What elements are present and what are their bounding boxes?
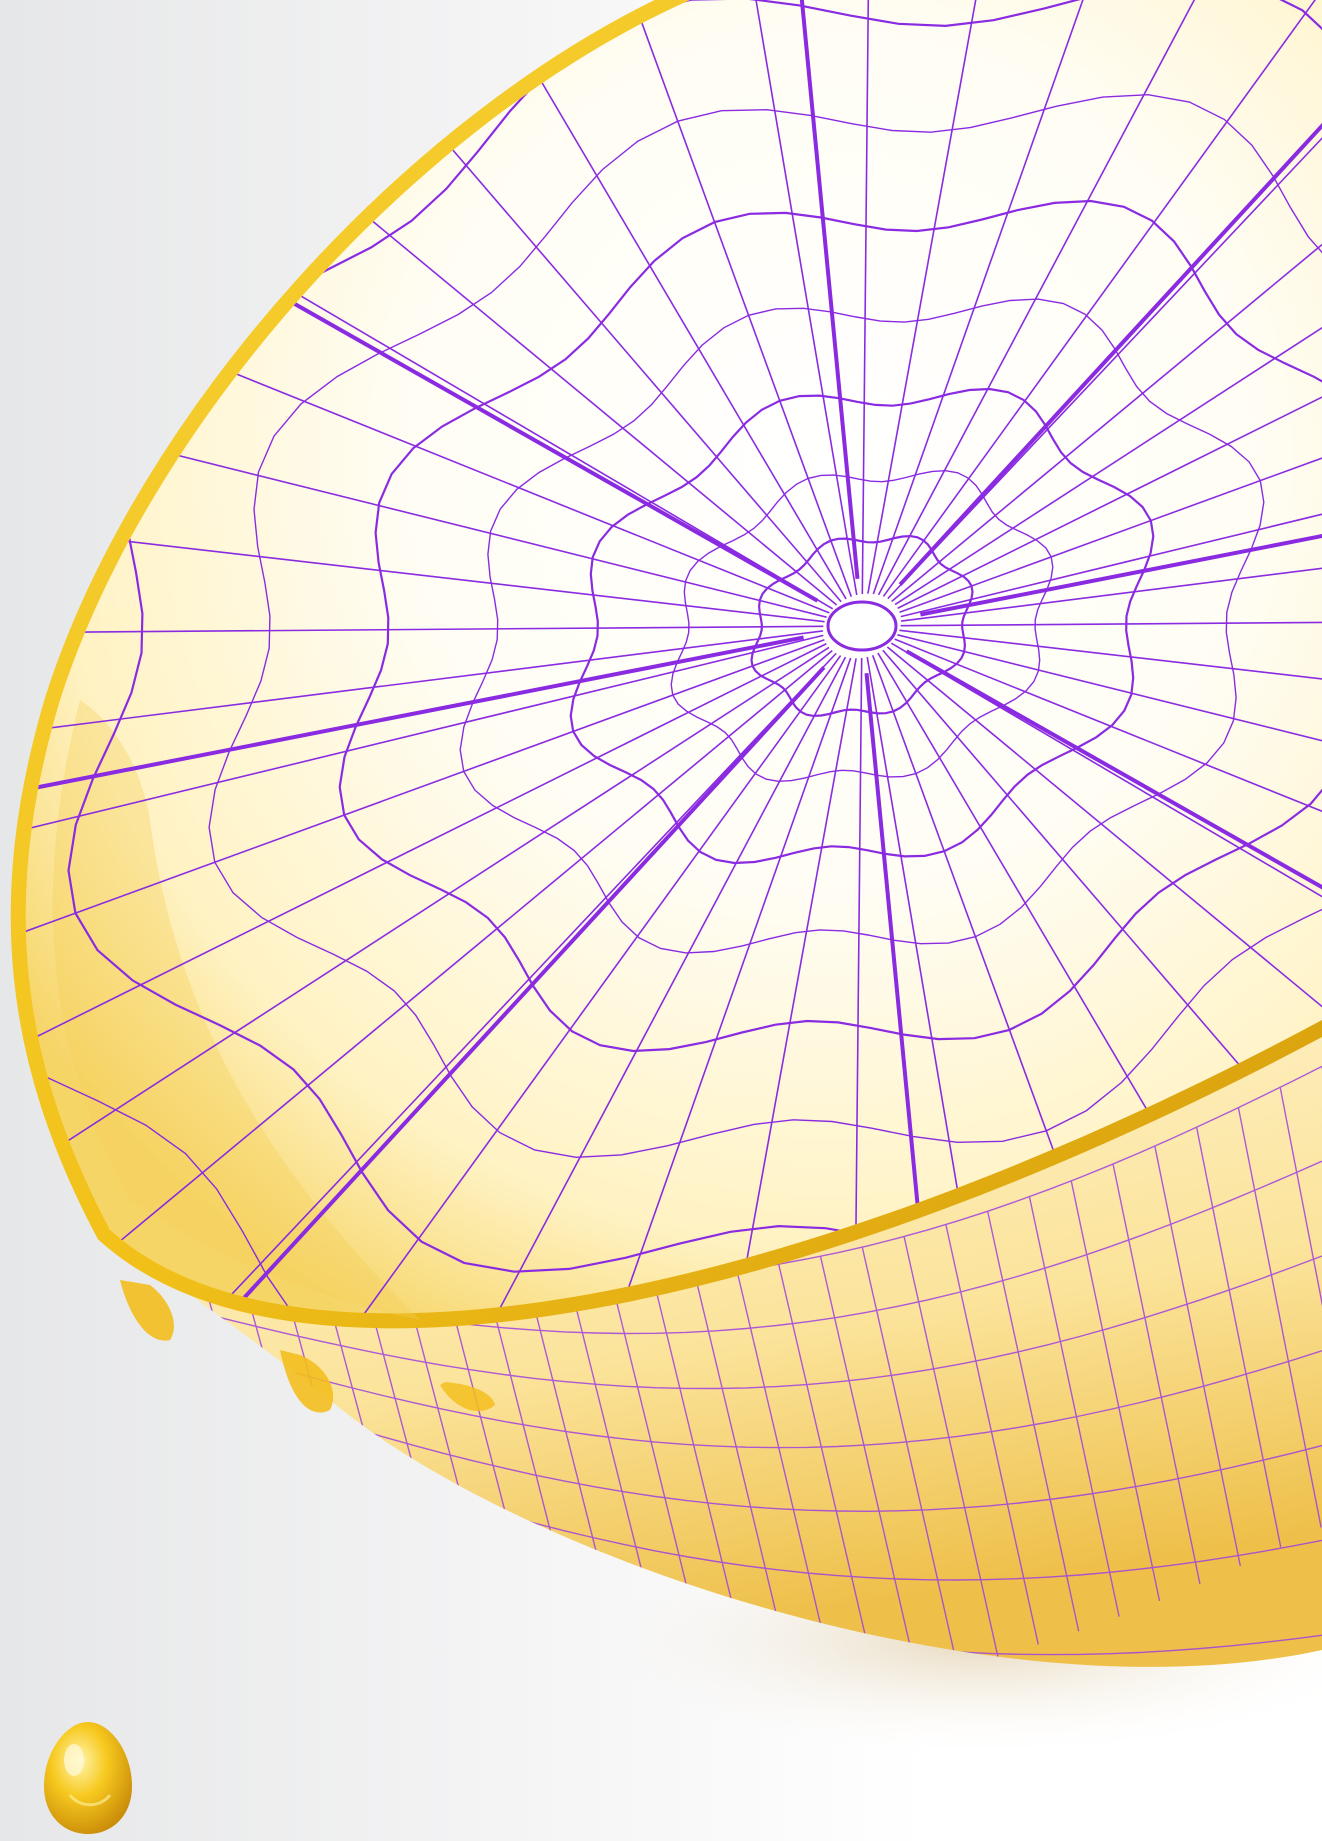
wireframe-radial xyxy=(882,649,1322,1294)
body-meridian xyxy=(1070,1180,1161,1602)
body-meridian xyxy=(819,1256,918,1667)
wireframe-ring xyxy=(569,387,1155,865)
wireframe-ring xyxy=(208,93,1322,1159)
wireframe-radial xyxy=(25,630,824,762)
wireframe-radial xyxy=(25,634,824,886)
wireframe-radial xyxy=(406,656,847,1314)
wireframe-radial xyxy=(43,650,833,1305)
lemon-body xyxy=(110,1020,1322,1667)
body-meridian xyxy=(986,1211,1080,1632)
wireframe-radial xyxy=(897,137,1322,609)
wireframe-ring xyxy=(750,534,974,718)
wireframe-radial xyxy=(867,0,1025,594)
body-meridian xyxy=(736,1270,837,1667)
wireframe-radial xyxy=(699,658,857,1314)
wireframe-radial xyxy=(866,656,1007,1314)
wireframe-radial xyxy=(899,248,1322,614)
wireframe-radial xyxy=(717,0,858,596)
wireframe-radial xyxy=(273,655,842,1314)
lemon-face xyxy=(25,0,1322,1314)
pulp-texture xyxy=(52,700,421,1320)
wireframe-radial xyxy=(852,657,863,1314)
body-meridian xyxy=(1279,1087,1322,1508)
wireframe-ring xyxy=(670,469,1054,783)
wireframe-radial xyxy=(861,0,872,595)
body-meridian xyxy=(1028,1196,1120,1617)
wireframe-radial xyxy=(900,616,1322,627)
wireframe-radial xyxy=(886,646,1322,1204)
wireframe-radial xyxy=(25,638,825,1004)
body-meridian xyxy=(778,1263,878,1667)
center-hub xyxy=(826,600,898,652)
wireframe-radial xyxy=(899,629,1322,746)
body-band xyxy=(110,1255,1322,1390)
wireframe-radial xyxy=(550,657,852,1314)
wireframe-radial xyxy=(900,366,1322,618)
body-meridian xyxy=(1237,1107,1322,1528)
body-meridian xyxy=(861,1246,959,1667)
body-meridian xyxy=(1154,1145,1242,1567)
wireframe-radial xyxy=(900,490,1322,622)
segment-divider xyxy=(920,414,1322,617)
wireframe-radial xyxy=(877,0,1318,596)
wireframe-radial xyxy=(567,0,853,597)
wireframe-ring xyxy=(67,0,1322,1273)
body-meridian xyxy=(903,1236,999,1657)
wireframe-radial xyxy=(887,0,1322,600)
wireframe-ring xyxy=(459,298,1265,954)
wireframe-radial xyxy=(25,625,824,636)
wireframe-radial xyxy=(25,643,827,1115)
wireframe-radial xyxy=(894,638,1322,989)
wireframe-radial xyxy=(872,0,1174,595)
body-meridian xyxy=(1112,1163,1201,1585)
juice-drip xyxy=(440,1382,495,1412)
body-meridian xyxy=(1195,1127,1282,1548)
juice-drop xyxy=(44,1722,132,1834)
wireframe-radial xyxy=(882,0,1322,597)
segment-divider xyxy=(898,0,1322,586)
wireframe-radial xyxy=(25,506,825,623)
wireframe-radial xyxy=(151,652,837,1314)
body-meridian xyxy=(945,1224,1039,1645)
wireframe-radial xyxy=(25,646,830,1216)
wireframe-radial xyxy=(891,0,1322,602)
wireframe-radial xyxy=(890,642,1322,1101)
segment-divider xyxy=(864,672,948,1314)
wireframe-radial xyxy=(897,634,1322,870)
wireframe-ring xyxy=(338,199,1322,1053)
segment-divider xyxy=(161,666,826,1314)
segment-divider xyxy=(905,649,1322,1092)
segment-divider xyxy=(25,635,804,838)
juice-drip xyxy=(120,1280,174,1341)
juice-drip xyxy=(280,1350,334,1413)
segment-divider xyxy=(776,0,860,580)
face-wireframe xyxy=(25,0,1322,1314)
wireframe-radial xyxy=(894,36,1322,606)
